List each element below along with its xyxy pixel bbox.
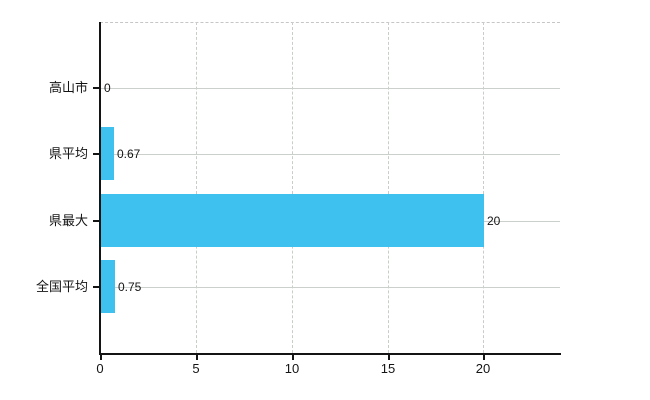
x-axis-tick — [100, 355, 102, 360]
gridline-horizontal — [100, 154, 560, 155]
category-label: 全国平均 — [35, 279, 88, 294]
category-label: 県平均 — [48, 146, 88, 161]
value-label: 0.67 — [117, 147, 141, 161]
x-axis-tick — [388, 355, 390, 360]
gridline-vertical — [388, 22, 389, 353]
plot-area-top-border — [100, 22, 560, 23]
gridline-horizontal — [100, 287, 560, 288]
y-axis-tick — [93, 87, 100, 89]
x-axis-line — [99, 353, 561, 355]
gridline-horizontal — [100, 88, 560, 89]
category-label: 高山市 — [48, 80, 88, 95]
x-tick-label: 15 — [380, 361, 396, 376]
gridline-vertical — [196, 22, 197, 353]
x-tick-label: 10 — [284, 361, 300, 376]
x-tick-label: 20 — [475, 361, 491, 376]
x-tick-label: 5 — [192, 361, 200, 376]
bar — [101, 194, 484, 247]
bar — [101, 260, 115, 313]
value-label: 20 — [487, 214, 501, 228]
value-label: 0 — [104, 81, 111, 95]
y-axis-tick — [93, 220, 100, 222]
value-label: 0.75 — [118, 280, 142, 294]
y-axis-line — [99, 22, 101, 355]
x-tick-label: 0 — [96, 361, 104, 376]
y-axis-tick — [93, 286, 100, 288]
gridline-vertical — [483, 22, 484, 353]
x-axis-tick — [292, 355, 294, 360]
x-axis-tick — [483, 355, 485, 360]
y-axis-tick — [93, 153, 100, 155]
category-label: 県最大 — [48, 213, 88, 228]
gridline-vertical — [292, 22, 293, 353]
x-axis-tick — [196, 355, 198, 360]
bar — [101, 127, 114, 180]
